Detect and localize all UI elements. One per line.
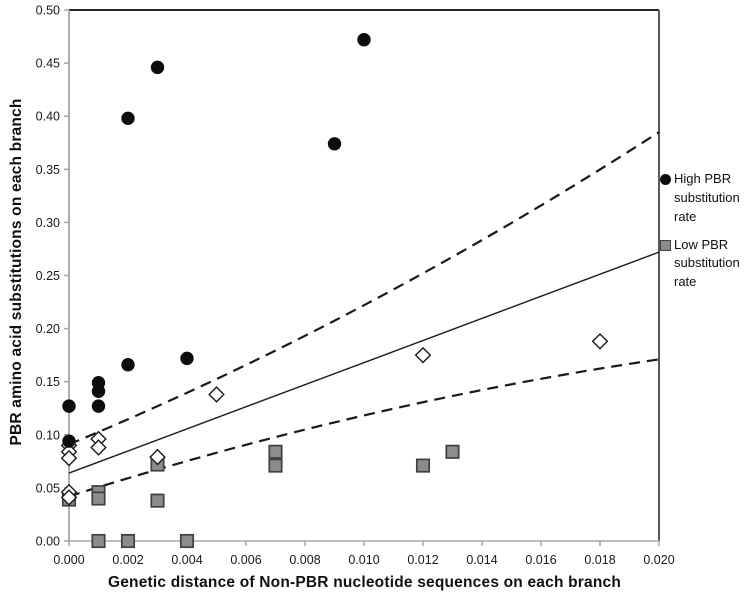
- x-tick-label: 0.010: [348, 553, 379, 567]
- legend: High PBR substitution rate Low PBR subst…: [660, 170, 748, 292]
- data-point-high-pbr: [357, 33, 371, 47]
- x-tick-label: 0.012: [407, 553, 438, 567]
- data-point-high-pbr: [327, 137, 342, 151]
- data-point-low-pbr: [91, 491, 106, 506]
- high-pbr-circle-marker-icon: [660, 174, 671, 185]
- data-point-high-pbr: [150, 60, 165, 75]
- y-tick-label: 0.05: [36, 481, 60, 495]
- x-tick-label: 0.016: [525, 553, 556, 567]
- y-tick-label: 0.50: [36, 4, 60, 18]
- data-point-high-pbr: [91, 399, 106, 413]
- upper-confidence-band: [68, 131, 660, 446]
- data-point-high-pbr: [180, 351, 194, 366]
- y-tick-label: 0.25: [36, 269, 60, 283]
- y-tick-label: 0.45: [36, 57, 60, 71]
- low-pbr-square-marker-icon: [660, 239, 671, 251]
- y-tick-label: 0.00: [36, 535, 60, 549]
- y-tick-label: 0.15: [36, 375, 60, 389]
- x-tick-label: 0.006: [230, 553, 261, 567]
- x-tick-label: 0.000: [53, 553, 84, 567]
- data-point-diamond: [208, 386, 225, 403]
- y-tick-label: 0.40: [36, 110, 60, 124]
- data-point-low-pbr: [120, 533, 136, 549]
- data-point-high-pbr: [121, 111, 135, 126]
- data-point-diamond: [90, 439, 107, 456]
- data-point-diamond: [60, 449, 78, 467]
- y-tick-label: 0.20: [36, 322, 60, 336]
- data-point-diamond: [591, 333, 609, 350]
- data-point-high-pbr: [91, 384, 106, 398]
- data-point-low-pbr: [445, 444, 460, 459]
- x-tick-label: 0.018: [584, 553, 615, 567]
- x-tick-label: 0.020: [643, 553, 674, 567]
- data-point-low-pbr: [268, 444, 283, 459]
- data-point-low-pbr: [150, 493, 165, 508]
- x-tick-label: 0.002: [112, 553, 143, 567]
- legend-item-high-pbr: High PBR substitution rate: [660, 170, 748, 227]
- data-point-low-pbr: [91, 533, 106, 549]
- data-point-diamond: [60, 489, 78, 506]
- legend-label-low-pbr: Low PBR substitution rate: [674, 236, 740, 290]
- data-point-low-pbr: [268, 458, 283, 473]
- data-point-high-pbr: [121, 358, 135, 372]
- data-point-high-pbr: [62, 399, 76, 413]
- regression-line: [68, 251, 660, 474]
- data-point-low-pbr: [415, 458, 431, 473]
- lower-confidence-band: [68, 358, 660, 498]
- legend-item-low-pbr: Low PBR substitution rate: [660, 236, 748, 293]
- y-tick-label: 0.30: [36, 216, 60, 230]
- data-point-diamond: [414, 346, 432, 364]
- x-axis-title: Genetic distance of Non-PBR nucleotide s…: [107, 574, 621, 591]
- x-tick-label: 0.004: [171, 553, 202, 567]
- legend-label-high-pbr: High PBR substitution rate: [674, 171, 740, 224]
- data-point-diamond: [149, 448, 166, 466]
- x-tick-label: 0.008: [289, 553, 320, 567]
- data-point-low-pbr: [179, 533, 195, 549]
- y-axis-title: PBR amino acid substitutions on each bra…: [8, 98, 25, 446]
- y-tick-label: 0.35: [36, 163, 60, 177]
- y-tick-label: 0.10: [36, 428, 60, 442]
- data-point-high-pbr: [62, 434, 76, 448]
- x-tick-label: 0.014: [466, 553, 497, 567]
